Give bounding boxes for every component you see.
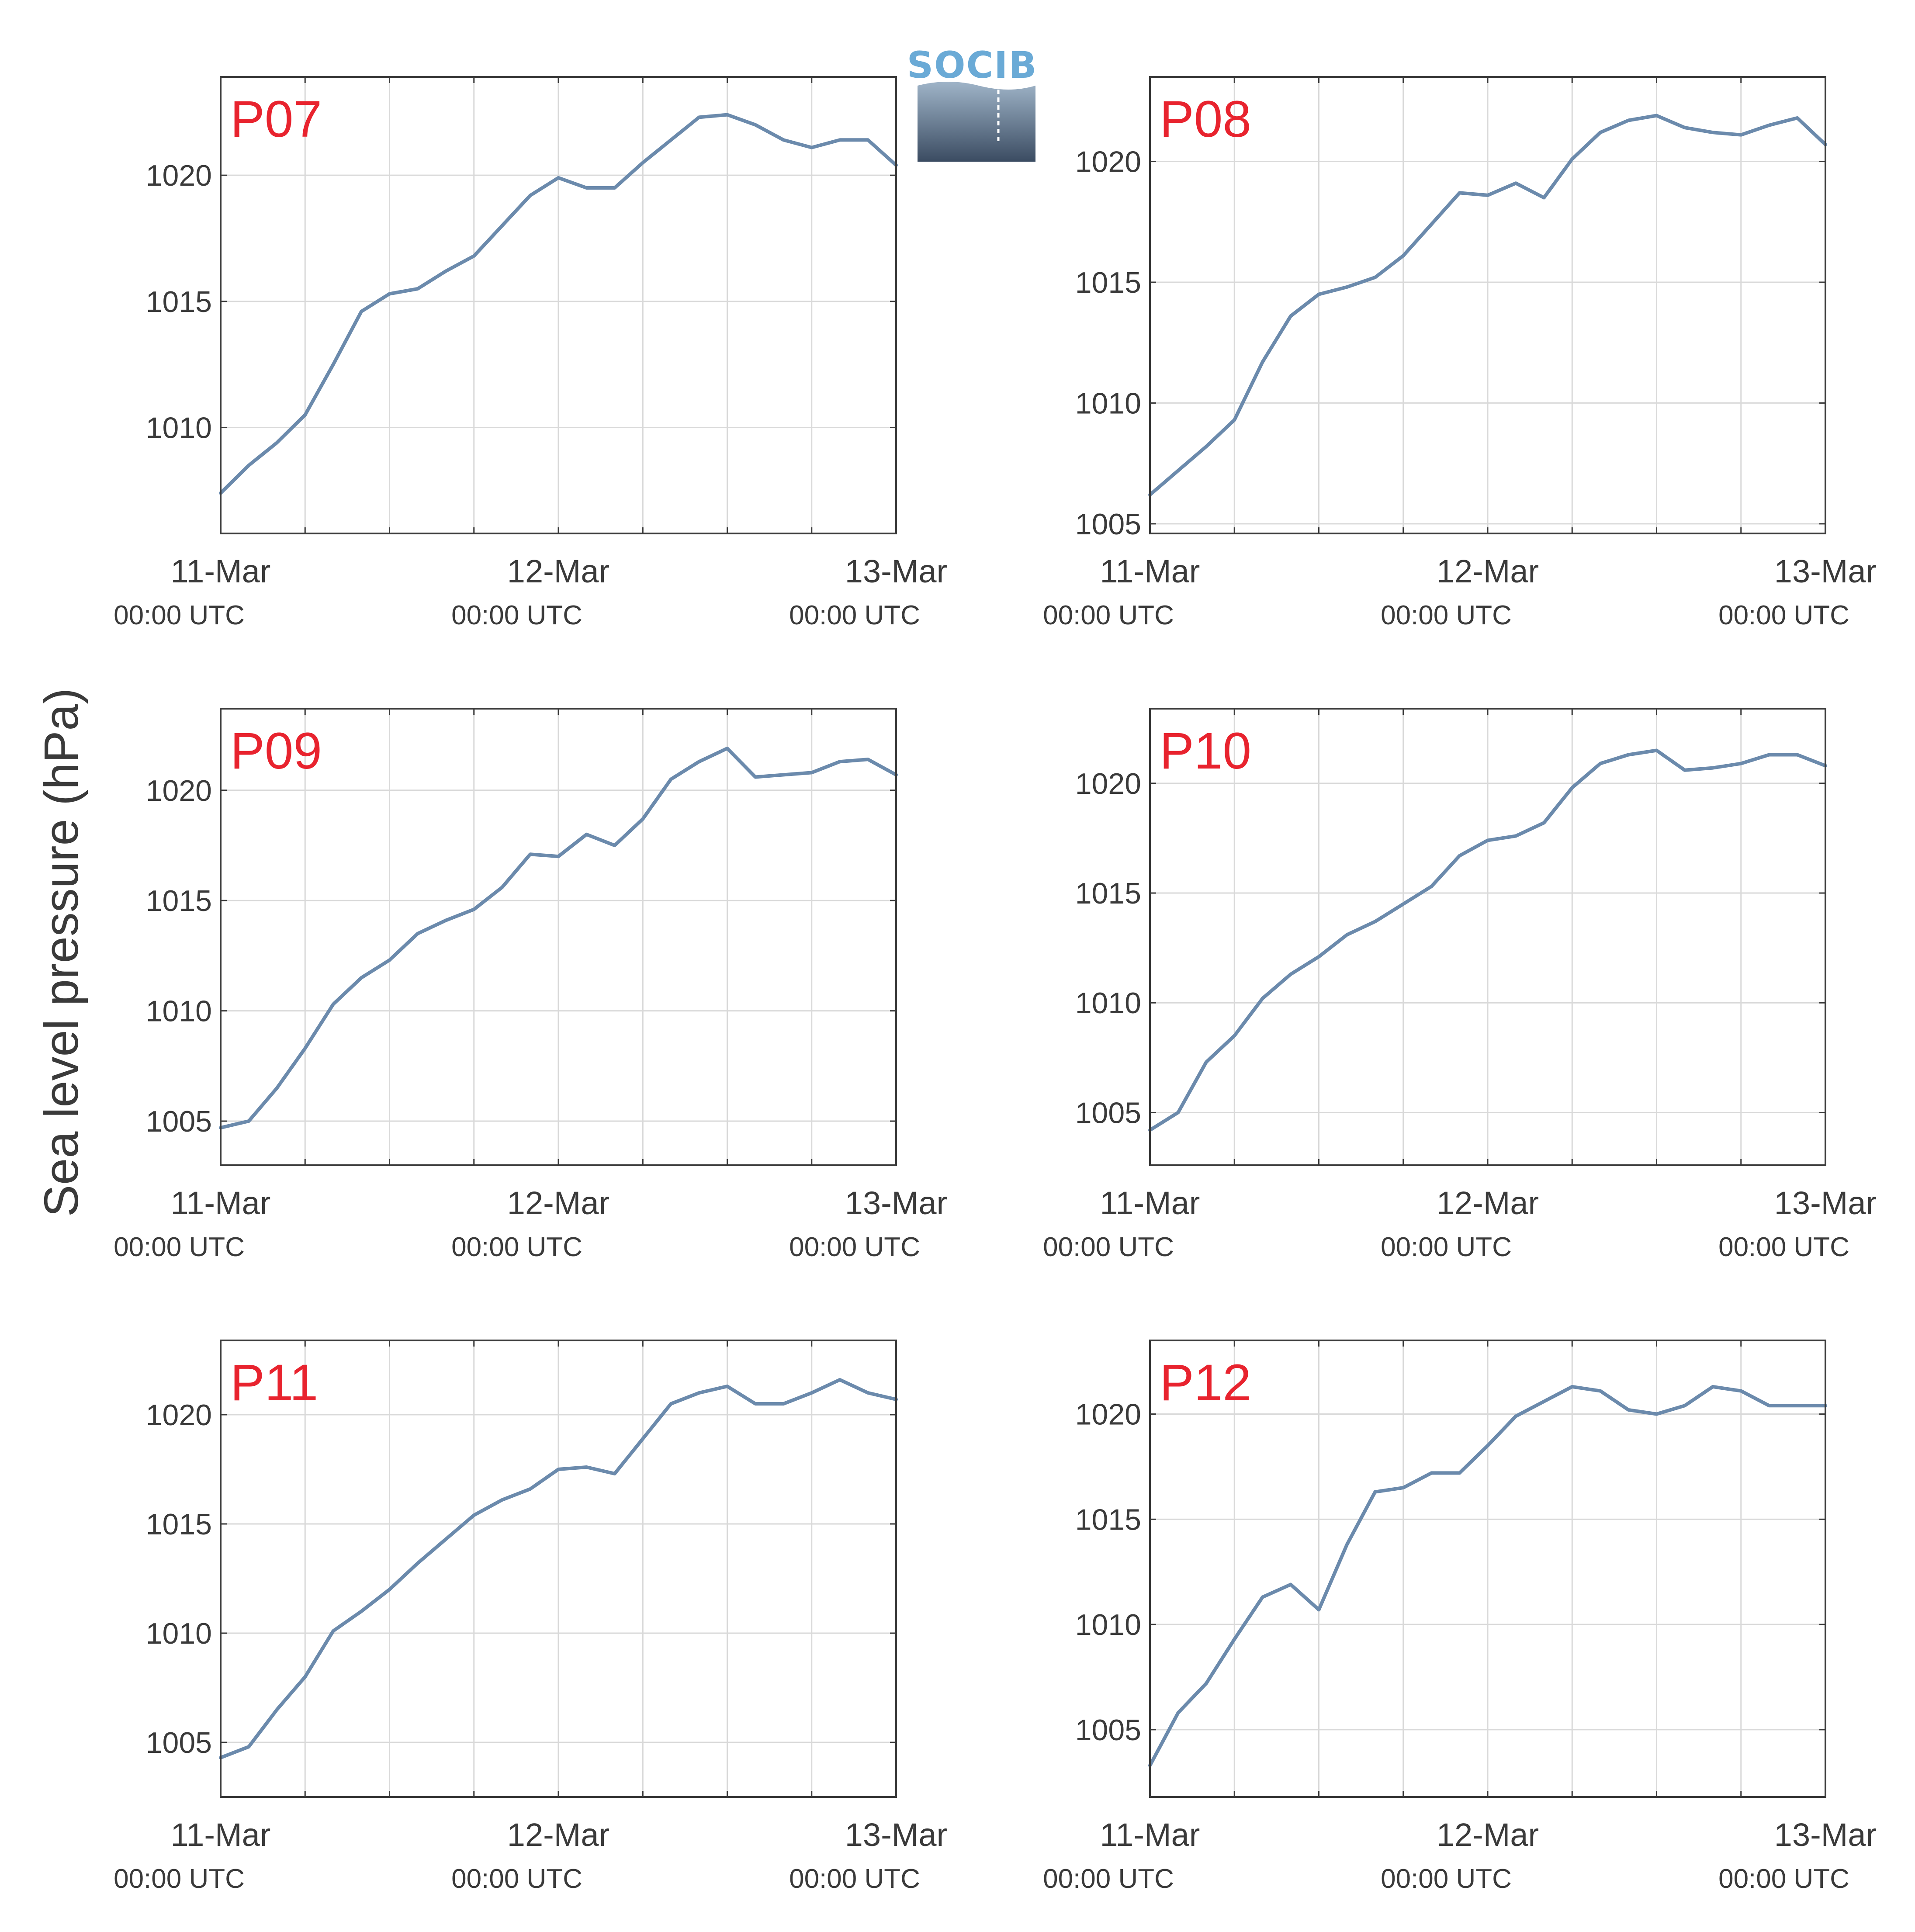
panel-label: P09 xyxy=(230,722,322,780)
y-tick-label: 1010 xyxy=(146,995,212,1028)
y-tick-label: 1015 xyxy=(1075,266,1141,299)
x-tick-label-date: 12-Mar xyxy=(507,553,609,589)
x-tick-label-time: 00:00 UTC xyxy=(114,1864,245,1894)
x-tick-label-time: 00:00 UTC xyxy=(451,1864,582,1894)
panel-label: P11 xyxy=(230,1354,318,1412)
x-tick-label-time: 00:00 UTC xyxy=(114,1232,245,1262)
y-tick-label: 1005 xyxy=(1075,1096,1141,1129)
y-tick-label: 1010 xyxy=(146,412,212,445)
y-tick-label: 1005 xyxy=(1075,1714,1141,1747)
pressure-series-line xyxy=(219,113,898,495)
y-tick-label: 1020 xyxy=(1075,767,1141,800)
x-tick-label-date: 12-Mar xyxy=(507,1817,609,1853)
y-tick-label: 1015 xyxy=(146,1508,212,1541)
x-tick-label-time: 00:00 UTC xyxy=(1381,1232,1512,1262)
x-tick-label-time: 00:00 UTC xyxy=(789,600,920,630)
x-tick-label-date: 12-Mar xyxy=(1437,1817,1539,1853)
x-tick-label-date: 11-Mar xyxy=(171,1185,271,1221)
x-tick-label-time: 00:00 UTC xyxy=(1381,600,1512,630)
y-tick-label: 1005 xyxy=(146,1105,212,1138)
pressure-series-line xyxy=(1148,748,1827,1132)
pressure-series-line xyxy=(1148,1385,1827,1767)
x-tick-label-date: 13-Mar xyxy=(1774,1185,1877,1221)
x-tick-label-time: 00:00 UTC xyxy=(789,1864,920,1894)
chart-panel-p12: 1005 1010 1015 1020 P12 11-Mar 00:00 UTC 12-Mar… xyxy=(1043,1340,1877,1894)
y-tick-label: 1015 xyxy=(1075,877,1141,910)
x-tick-label-time: 00:00 UTC xyxy=(451,600,582,630)
x-tick-label-time: 00:00 UTC xyxy=(451,1232,582,1262)
panel-label: P12 xyxy=(1160,1354,1251,1412)
y-tick-label: 1015 xyxy=(146,285,212,319)
chart-panel-p08: 1005 1010 1015 1020 P08 11-Mar 00:00 UTC 12-Mar… xyxy=(1043,76,1877,630)
pressure-series-line xyxy=(1148,114,1827,497)
y-tick-label: 1020 xyxy=(1075,145,1141,179)
y-tick-label: 1010 xyxy=(1075,1608,1141,1641)
y-tick-label: 1020 xyxy=(146,1399,212,1432)
chart-panel-p07: 1010 1015 1020 P07 11-Mar 00:00 UTC 12-Mar 00:0… xyxy=(114,76,947,630)
x-tick-label-time: 00:00 UTC xyxy=(1043,1232,1174,1262)
x-tick-label-date: 11-Mar xyxy=(1100,553,1200,589)
x-tick-label-date: 13-Mar xyxy=(845,553,947,589)
plot-frame xyxy=(220,1340,897,1798)
plot-frame xyxy=(220,76,897,534)
plot-frame xyxy=(1149,1340,1826,1798)
x-tick-label-time: 00:00 UTC xyxy=(789,1232,920,1262)
plot-frame xyxy=(220,708,897,1166)
x-tick-label-date: 11-Mar xyxy=(1100,1185,1200,1221)
x-tick-label-time: 00:00 UTC xyxy=(1718,1864,1849,1894)
x-tick-label-date: 13-Mar xyxy=(1774,1817,1877,1853)
y-tick-label: 1005 xyxy=(146,1726,212,1759)
chart-panel-p09: 1005 1010 1015 1020 P09 11-Mar 00:00 UTC 12-Mar… xyxy=(114,708,947,1262)
y-tick-label: 1015 xyxy=(1075,1503,1141,1536)
y-tick-label: 1015 xyxy=(146,884,212,918)
plot-frame xyxy=(1149,76,1826,534)
y-tick-label: 1020 xyxy=(146,774,212,807)
y-tick-label: 1010 xyxy=(1075,387,1141,420)
panels: 1010 1015 1020 P07 11-Mar 00:00 UTC 12-Mar 00:0… xyxy=(114,76,1877,1894)
y-tick-label: 1020 xyxy=(1075,1398,1141,1431)
chart-panel-p11: 1005 1010 1015 1020 P11 11-Mar 00:00 UTC 12-Mar… xyxy=(114,1340,947,1894)
panel-label: P08 xyxy=(1160,90,1251,148)
x-tick-label-date: 12-Mar xyxy=(507,1185,609,1221)
x-tick-label-time: 00:00 UTC xyxy=(1043,600,1174,630)
panel-label: P10 xyxy=(1160,722,1251,780)
y-tick-label: 1010 xyxy=(146,1617,212,1650)
x-tick-label-date: 11-Mar xyxy=(171,1817,271,1853)
chart-panel-p10: 1005 1010 1015 1020 P10 11-Mar 00:00 UTC 12-Mar… xyxy=(1043,708,1877,1262)
x-tick-label-time: 00:00 UTC xyxy=(1381,1864,1512,1894)
plot-frame xyxy=(1149,708,1826,1166)
x-tick-label-time: 00:00 UTC xyxy=(1718,600,1849,630)
x-tick-label-date: 11-Mar xyxy=(171,553,271,589)
x-tick-label-date: 11-Mar xyxy=(1100,1817,1200,1853)
logo-wave-icon xyxy=(918,82,1035,162)
x-tick-label-date: 13-Mar xyxy=(845,1185,947,1221)
y-axis-label: Sea level pressure (hPa) xyxy=(35,688,88,1217)
x-tick-label-time: 00:00 UTC xyxy=(1718,1232,1849,1262)
y-tick-label: 1020 xyxy=(146,159,212,192)
x-tick-label-time: 00:00 UTC xyxy=(114,600,245,630)
logo-text: SOCIB xyxy=(907,44,1038,87)
y-tick-label: 1005 xyxy=(1075,508,1141,541)
x-tick-label-date: 13-Mar xyxy=(1774,553,1877,589)
pressure-series-line xyxy=(219,1378,898,1759)
y-tick-label: 1010 xyxy=(1075,987,1141,1020)
x-tick-label-time: 00:00 UTC xyxy=(1043,1864,1174,1894)
x-tick-label-date: 12-Mar xyxy=(1437,1185,1539,1221)
panel-label: P07 xyxy=(230,90,322,148)
x-tick-label-date: 13-Mar xyxy=(845,1817,947,1853)
pressure-series-line xyxy=(219,746,898,1130)
x-tick-label-date: 12-Mar xyxy=(1437,553,1539,589)
socib-logo: SOCIB xyxy=(907,44,1038,162)
